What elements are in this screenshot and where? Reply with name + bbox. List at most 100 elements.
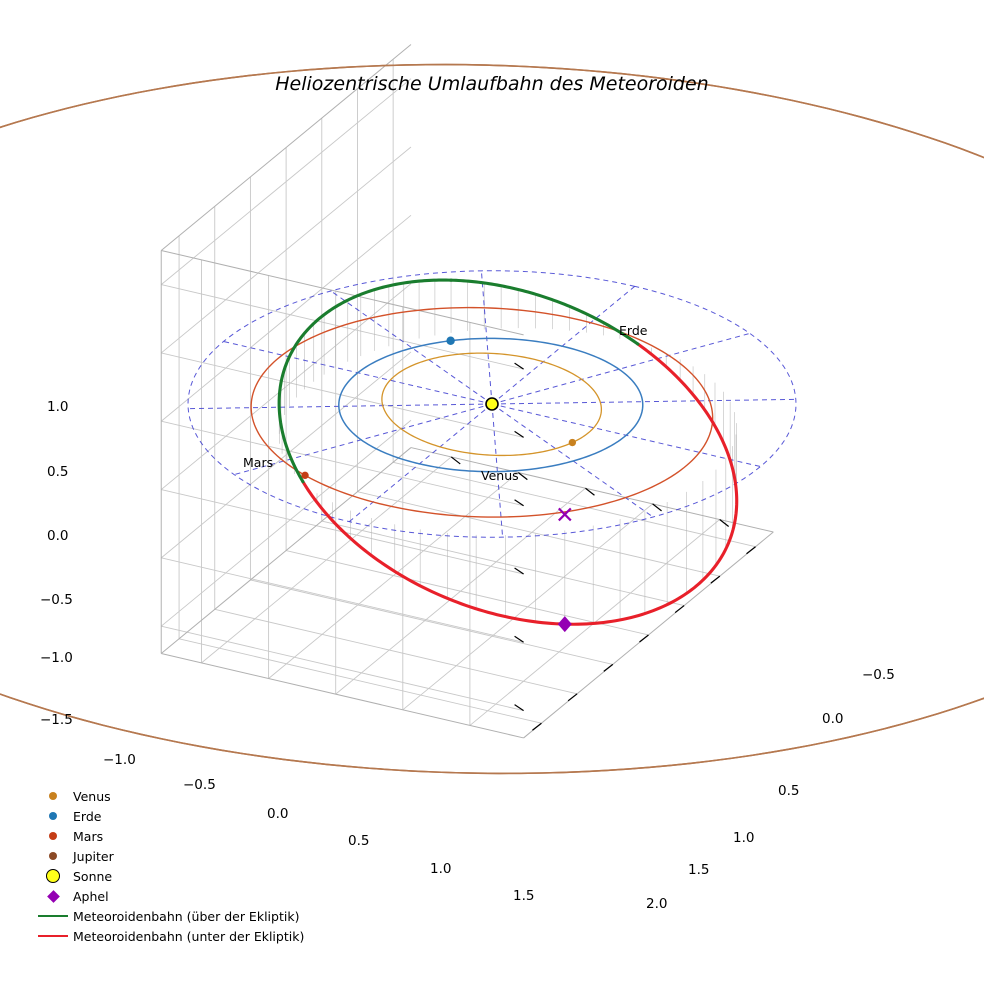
legend-label: Mars — [73, 828, 104, 844]
y-tick-mark — [517, 472, 528, 481]
z-tick-label: 0.5 — [47, 464, 69, 480]
legend-item[interactable]: Mars — [33, 826, 323, 846]
orbit-jupiter — [0, 63, 984, 775]
radial-spoke — [491, 285, 636, 405]
marker-aphel — [557, 616, 572, 633]
y-tick-mark — [719, 519, 730, 527]
x-tick-mark — [532, 722, 542, 731]
z-tick-label: −1.5 — [40, 712, 73, 728]
legend-key — [33, 852, 73, 860]
x-tick-label: 0.5 — [348, 833, 370, 849]
grid-line-floor-x — [357, 491, 720, 577]
radial-spoke — [330, 290, 493, 405]
planet-orbits — [0, 63, 984, 775]
z-tick-mark — [514, 635, 524, 643]
pane-edge — [160, 44, 412, 251]
x-tick-label: 1.0 — [430, 861, 452, 877]
pane-edge — [410, 447, 774, 533]
radial-spoke — [480, 270, 493, 405]
grid-line-wallB-z — [161, 352, 524, 438]
grid-line-wallB-z — [161, 284, 524, 370]
y-tick-label: 1.5 — [688, 862, 710, 878]
x-tick-label: −0.5 — [183, 777, 216, 793]
orbit-mars — [250, 306, 714, 518]
z-tick-mark — [514, 704, 524, 712]
grid-line-wallB-z — [161, 625, 524, 712]
orbit-jupiter — [0, 63, 984, 775]
z-tick-label: −0.5 — [40, 592, 73, 608]
legend-item[interactable]: Aphel — [33, 886, 323, 906]
legend-dot-icon — [49, 792, 57, 800]
legend-item[interactable]: Venus — [33, 786, 323, 806]
marker-aphel-projection — [558, 507, 572, 522]
z-tick-mark — [514, 430, 524, 438]
body-label-erde: Erde — [619, 323, 648, 338]
pane-edge — [160, 447, 412, 654]
grid-line-wallB-z — [161, 557, 524, 643]
x-tick-mark — [603, 663, 614, 672]
marker-mars — [301, 471, 309, 480]
z-tick-label: 1.0 — [47, 399, 69, 415]
grid-line-floor-y — [335, 487, 586, 695]
axes-grid — [160, 44, 774, 739]
legend-label: Sonne — [73, 868, 113, 884]
body-label-mars: Mars — [243, 455, 274, 470]
meteoroid-track-above-segment — [277, 278, 453, 484]
legend-key — [33, 935, 73, 937]
legend-key — [33, 812, 73, 820]
y-tick-label: 1.0 — [733, 830, 755, 846]
legend-label: Meteoroidenbahn (über der Ekliptik) — [73, 908, 300, 924]
legend-dot-icon — [49, 812, 57, 820]
legend-label: Venus — [73, 788, 111, 804]
legend-label: Aphel — [73, 888, 109, 904]
body-markers — [301, 336, 577, 633]
y-tick-mark — [450, 456, 461, 465]
z-tick-label: 0.0 — [47, 528, 69, 544]
x-tick-mark — [746, 546, 756, 555]
x-tick-mark — [674, 605, 685, 614]
pane-edge — [161, 652, 524, 739]
orbit-venus — [381, 352, 603, 457]
legend-label: Jupiter — [73, 848, 114, 864]
legend-dot-icon — [49, 832, 57, 840]
x-tick-label: 0.0 — [267, 806, 289, 822]
z-tick-mark — [514, 499, 524, 507]
x-tick-label: 1.5 — [513, 888, 535, 904]
y-tick-label: 0.5 — [778, 783, 800, 799]
legend-item[interactable]: Sonne — [33, 866, 323, 886]
x-tick-mark — [567, 693, 578, 702]
z-tick-mark — [514, 567, 524, 575]
grid-line-wallA-z — [160, 214, 412, 422]
legend-dot-icon — [49, 852, 57, 860]
x-tick-label: −1.0 — [103, 752, 136, 768]
y-tick-mark — [585, 487, 595, 496]
orbit-erde — [338, 337, 644, 473]
grid-line-floor-y — [201, 456, 452, 664]
grid-line-wallA-z — [160, 78, 412, 285]
grid-line-wallA-z — [160, 146, 412, 354]
grid-line-floor-x — [250, 579, 613, 665]
y-tick-label: −0.5 — [862, 667, 895, 683]
legend-item[interactable]: Jupiter — [33, 846, 323, 866]
radial-spoke — [188, 403, 493, 410]
pane-edge — [161, 249, 524, 336]
legend-diamond-icon — [46, 889, 60, 903]
legend-line-icon — [38, 915, 68, 917]
legend-label: Meteoroidenbahn (unter der Ekliptik) — [73, 928, 305, 944]
y-tick-mark — [652, 503, 662, 512]
legend-item[interactable]: Meteoroidenbahn (unter der Ekliptik) — [33, 926, 323, 946]
grid-line-wallA-z — [160, 351, 412, 559]
meteoroid-track-above-segment — [449, 278, 640, 346]
legend-key — [33, 792, 73, 800]
grid-line-floor-y — [402, 503, 653, 711]
page-title: Heliozentrische Umlaufbahn des Meteoroid… — [275, 73, 709, 95]
legend-item[interactable]: Erde — [33, 806, 323, 826]
legend-item[interactable]: Meteoroidenbahn (über der Ekliptik) — [33, 906, 323, 926]
legend-dot-icon — [46, 869, 60, 883]
x-tick-mark — [639, 634, 649, 643]
body-label-venus: Venus — [481, 468, 519, 483]
radial-spoke — [348, 403, 493, 523]
legend-key — [33, 915, 73, 917]
